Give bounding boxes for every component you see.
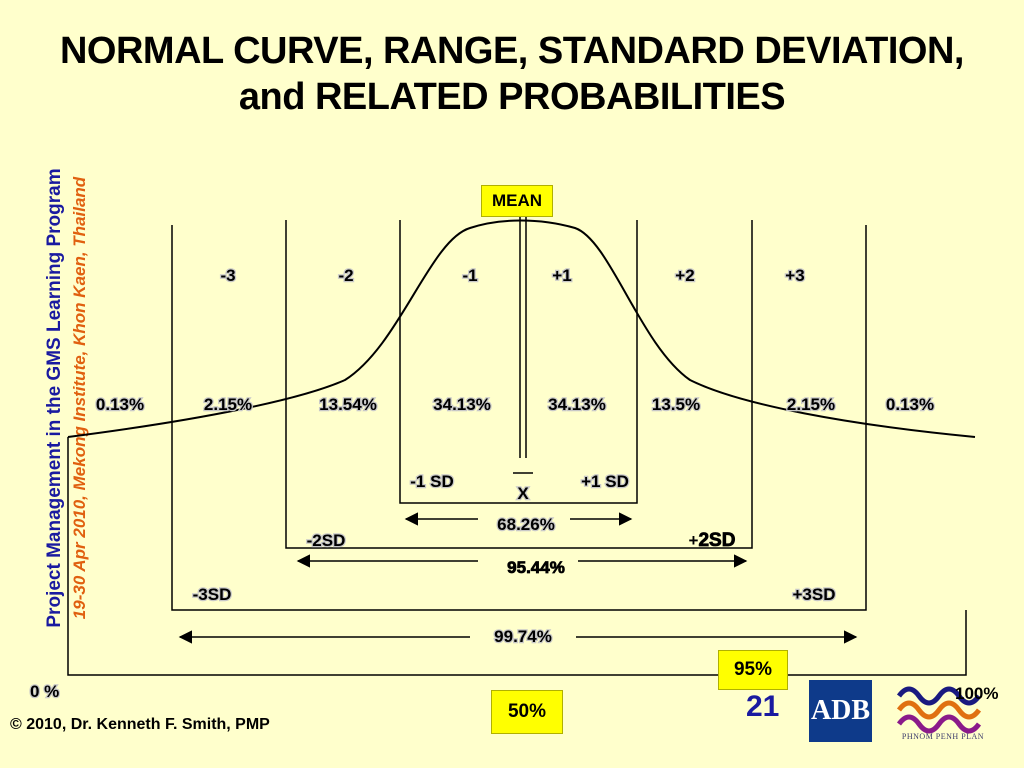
- sd2-left-label: -2SD: [307, 531, 346, 550]
- area-pct: 0.13%: [96, 395, 144, 414]
- sd-mark: +3: [785, 266, 804, 285]
- phnom-penh-plan-logo: [896, 686, 982, 734]
- sd3-right-label: +3SD: [793, 585, 836, 604]
- sd-mark: +1: [552, 266, 571, 285]
- page-number: 21: [746, 690, 780, 723]
- area-pct: 0.13%: [886, 395, 934, 414]
- title-line-2: and RELATED PROBABILITIES: [238, 76, 786, 118]
- area-pct: 13.54%: [319, 395, 377, 414]
- ppp-logo-text: PHNOM PENH PLAN: [901, 732, 985, 741]
- sd-mark: -2: [338, 266, 353, 285]
- xbar-symbol: X: [517, 484, 529, 503]
- sd3-left-label: -3SD: [193, 585, 232, 604]
- sd2-pct: 95.44%: [507, 558, 565, 577]
- sd-mark: +2: [675, 266, 694, 285]
- pct-50-label: 50%: [491, 690, 563, 734]
- sd1-pct: 68.26%: [497, 515, 555, 534]
- sd2-bracket: [285, 473, 753, 549]
- pct-95-label: 95%: [718, 650, 788, 690]
- full-range-bracket: [67, 437, 967, 676]
- sd2-pct-bg: [478, 554, 578, 574]
- adb-logo: ADB: [809, 680, 872, 742]
- sd2-right-label: +2SD: [689, 530, 736, 551]
- copyright-footer: © 2010, Dr. Kenneth F. Smith, PMP: [10, 716, 270, 733]
- sd-mark: -3: [220, 266, 235, 285]
- area-pct: 2.15%: [204, 395, 252, 414]
- page-title: NORMAL CURVE, RANGE, STANDARD DEVIATION,…: [0, 28, 1024, 120]
- sd1-bracket: [399, 473, 638, 504]
- sd-mark: -1: [462, 266, 477, 285]
- pct-100-label: 100%: [955, 684, 999, 703]
- area-pct: 34.13%: [433, 395, 491, 414]
- area-pct: 2.15%: [787, 395, 835, 414]
- sd1-right-label: +1 SD: [581, 472, 629, 491]
- title-line-1: NORMAL CURVE, RANGE, STANDARD DEVIATION,: [59, 30, 965, 72]
- sd3-bracket: [171, 473, 867, 611]
- sd3-pct: 99.74%: [494, 627, 552, 646]
- zero-pct-label: 0 %: [30, 682, 59, 701]
- sd1-left-label: -1 SD: [410, 472, 453, 491]
- mean-label: MEAN: [481, 185, 553, 217]
- area-pct: 13.5%: [652, 395, 700, 414]
- area-pct: 34.13%: [548, 395, 606, 414]
